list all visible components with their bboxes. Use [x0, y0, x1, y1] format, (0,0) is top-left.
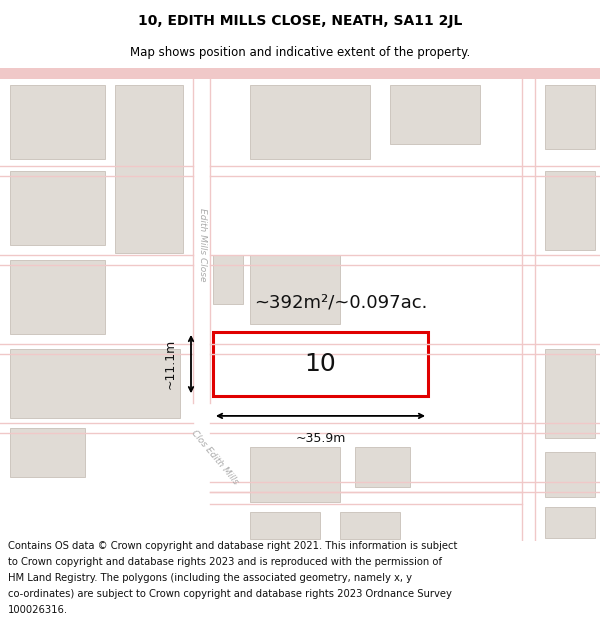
- Text: 10: 10: [305, 352, 337, 376]
- Bar: [545, 507, 595, 538]
- Text: Edith Mills Close: Edith Mills Close: [197, 208, 206, 282]
- Text: 100026316.: 100026316.: [8, 605, 68, 615]
- Bar: [390, 85, 480, 144]
- Bar: [10, 349, 180, 418]
- Bar: [355, 448, 410, 487]
- Bar: [250, 448, 340, 502]
- Text: 10, EDITH MILLS CLOSE, NEATH, SA11 2JL: 10, EDITH MILLS CLOSE, NEATH, SA11 2JL: [138, 14, 462, 28]
- Text: ~11.1m: ~11.1m: [164, 339, 177, 389]
- Bar: [545, 85, 595, 149]
- Bar: [340, 512, 400, 539]
- Bar: [213, 332, 428, 396]
- Bar: [10, 85, 105, 159]
- Text: HM Land Registry. The polygons (including the associated geometry, namely x, y: HM Land Registry. The polygons (includin…: [8, 573, 412, 583]
- Bar: [250, 255, 340, 324]
- Text: Contains OS data © Crown copyright and database right 2021. This information is : Contains OS data © Crown copyright and d…: [8, 541, 457, 551]
- Text: co-ordinates) are subject to Crown copyright and database rights 2023 Ordnance S: co-ordinates) are subject to Crown copyr…: [8, 589, 452, 599]
- Bar: [545, 171, 595, 250]
- Bar: [545, 452, 595, 497]
- Bar: [0, 68, 600, 79]
- Text: ~35.9m: ~35.9m: [295, 432, 346, 445]
- Bar: [10, 260, 105, 334]
- Bar: [10, 171, 105, 245]
- Bar: [250, 512, 320, 539]
- Bar: [115, 85, 183, 253]
- Text: to Crown copyright and database rights 2023 and is reproduced with the permissio: to Crown copyright and database rights 2…: [8, 557, 442, 567]
- Text: ~392m²/~0.097ac.: ~392m²/~0.097ac.: [254, 293, 427, 311]
- Bar: [250, 85, 370, 159]
- Bar: [545, 349, 595, 438]
- Bar: [10, 428, 85, 477]
- Text: Clos Edith Mills: Clos Edith Mills: [190, 428, 241, 486]
- Text: Map shows position and indicative extent of the property.: Map shows position and indicative extent…: [130, 46, 470, 59]
- Bar: [213, 255, 243, 304]
